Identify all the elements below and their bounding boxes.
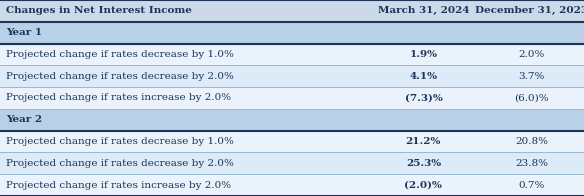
- Text: 0.7%: 0.7%: [518, 181, 545, 190]
- Text: Projected change if rates decrease by 1.0%: Projected change if rates decrease by 1.…: [6, 137, 234, 146]
- Text: 1.9%: 1.9%: [409, 50, 437, 59]
- Text: December 31, 2023: December 31, 2023: [475, 6, 584, 15]
- Text: (6.0)%: (6.0)%: [514, 93, 549, 103]
- Bar: [0, 131, 584, 152]
- Text: 25.3%: 25.3%: [406, 159, 441, 168]
- Text: 20.8%: 20.8%: [515, 137, 548, 146]
- Text: Changes in Net Interest Income: Changes in Net Interest Income: [6, 6, 192, 15]
- Text: 4.1%: 4.1%: [409, 72, 437, 81]
- Bar: [0, 0, 584, 22]
- Text: Projected change if rates increase by 2.0%: Projected change if rates increase by 2.…: [6, 181, 231, 190]
- Text: Projected change if rates increase by 2.0%: Projected change if rates increase by 2.…: [6, 93, 231, 103]
- Text: (7.3)%: (7.3)%: [405, 93, 442, 103]
- Bar: [0, 109, 584, 131]
- Text: (2.0)%: (2.0)%: [405, 181, 442, 190]
- Bar: [0, 174, 584, 196]
- Text: 3.7%: 3.7%: [518, 72, 545, 81]
- Text: Year 2: Year 2: [6, 115, 42, 124]
- Bar: [0, 87, 584, 109]
- Text: 2.0%: 2.0%: [518, 50, 545, 59]
- Text: Projected change if rates decrease by 2.0%: Projected change if rates decrease by 2.…: [6, 159, 234, 168]
- Text: 23.8%: 23.8%: [515, 159, 548, 168]
- Bar: [0, 22, 584, 44]
- Text: Projected change if rates decrease by 2.0%: Projected change if rates decrease by 2.…: [6, 72, 234, 81]
- Text: March 31, 2024: March 31, 2024: [378, 6, 469, 15]
- Bar: [0, 65, 584, 87]
- Bar: [0, 152, 584, 174]
- Text: Projected change if rates decrease by 1.0%: Projected change if rates decrease by 1.…: [6, 50, 234, 59]
- Text: 21.2%: 21.2%: [406, 137, 441, 146]
- Text: Year 1: Year 1: [6, 28, 42, 37]
- Bar: [0, 44, 584, 65]
